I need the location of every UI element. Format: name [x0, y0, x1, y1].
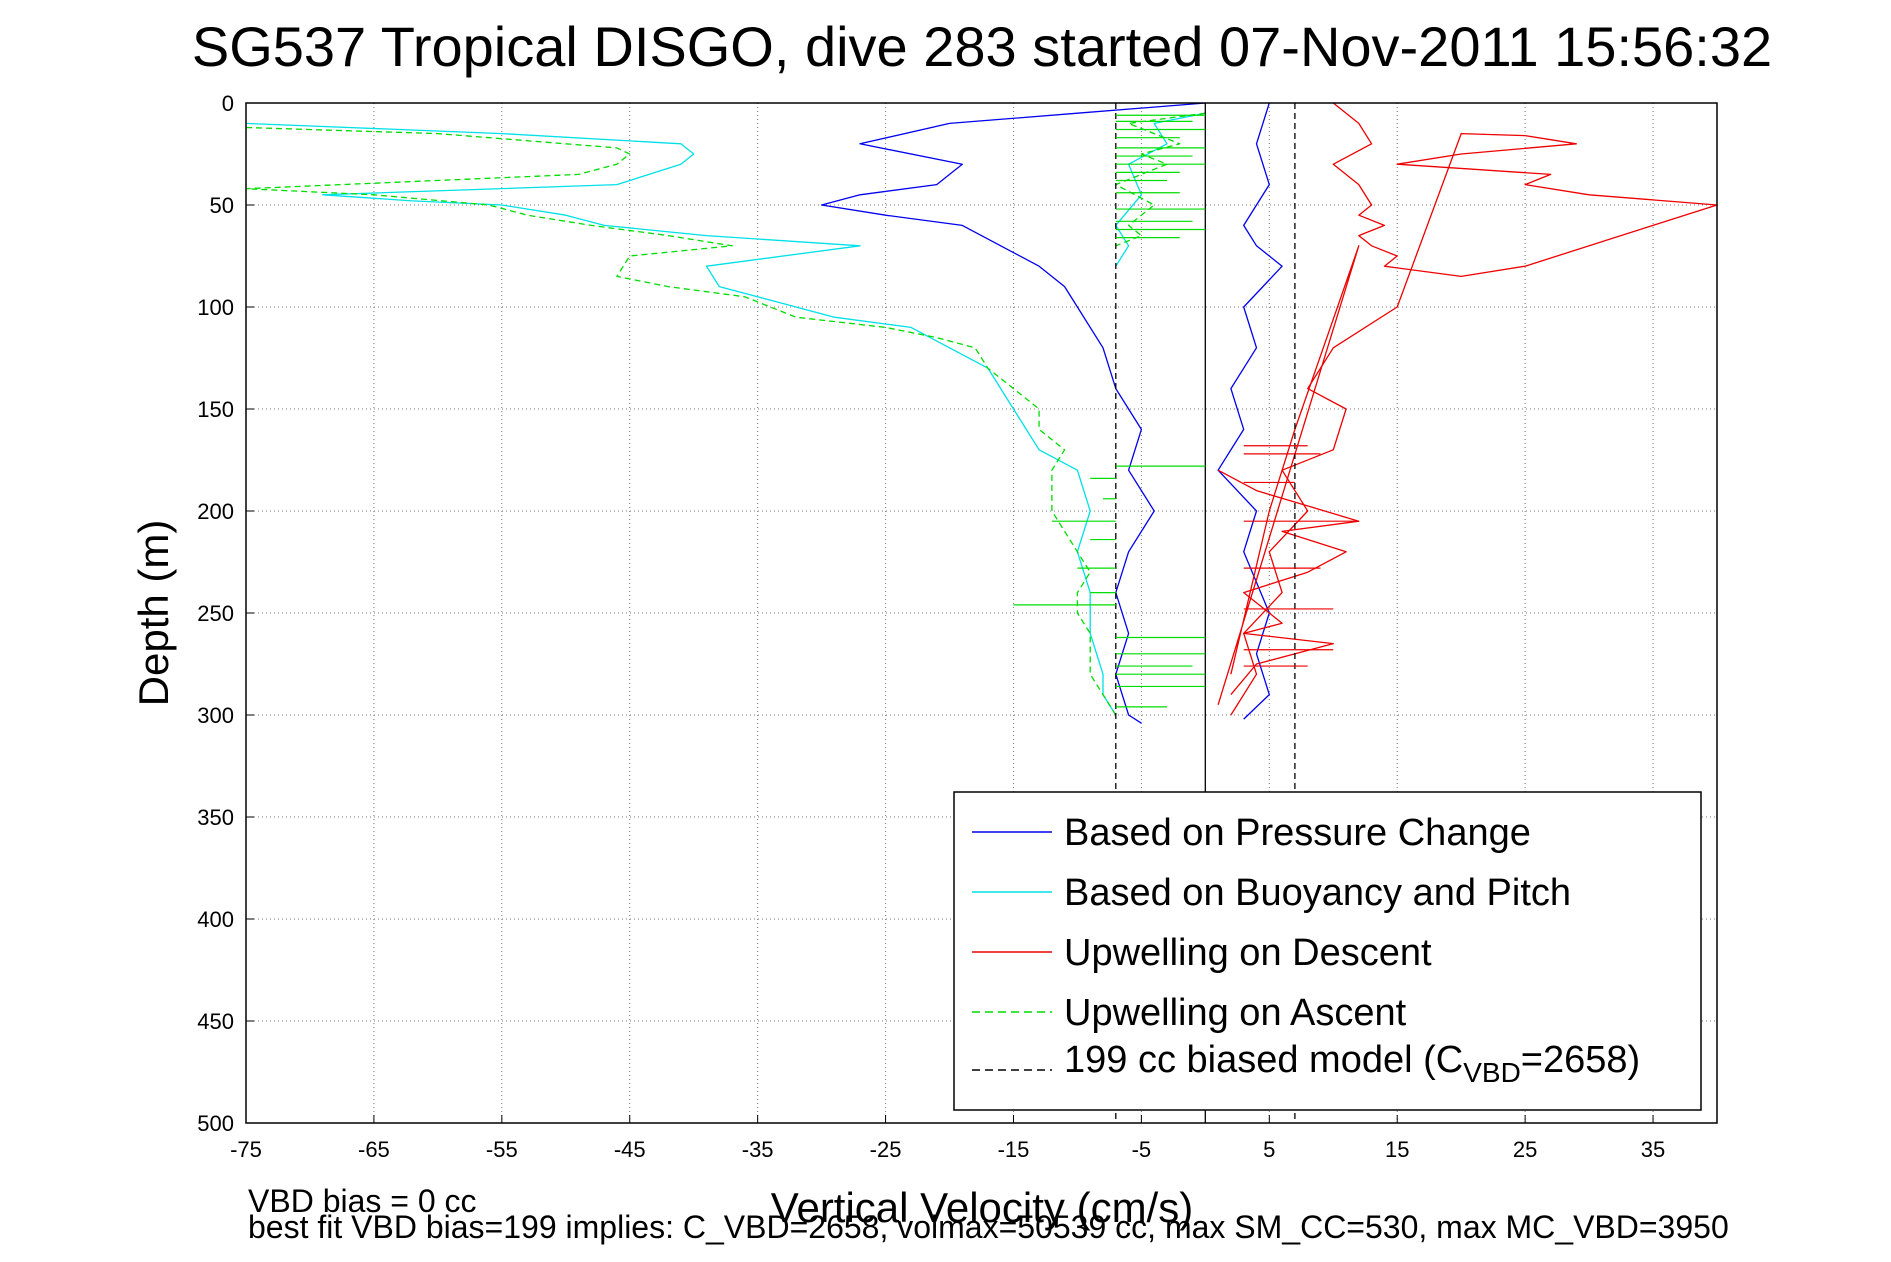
series-line-buoyancy-ascent — [1115, 112, 1206, 267]
y-tick-label: 350 — [197, 805, 234, 830]
legend-label-buoyancy: Based on Buoyancy and Pitch — [1064, 872, 1571, 914]
x-axis-label: Vertical Velocity (cm/s) — [771, 1184, 1193, 1231]
x-tick-label: -35 — [742, 1137, 774, 1162]
y-tick-label: 200 — [197, 499, 234, 524]
y-axis-ticks: 0 50 100 150 200 250 300 350 400 450 500 — [197, 91, 254, 1136]
legend-label-descent: Upwelling on Descent — [1064, 932, 1432, 974]
legend-label-ascent: Upwelling on Ascent — [1064, 992, 1407, 1034]
legend-model-suffix: =2658) — [1521, 1039, 1640, 1081]
x-tick-label: -15 — [998, 1137, 1030, 1162]
x-tick-label: 25 — [1513, 1137, 1537, 1162]
y-tick-label: 100 — [197, 295, 234, 320]
y-tick-label: 500 — [197, 1111, 234, 1136]
y-axis-label: Depth (m) — [130, 520, 177, 707]
series-line-upwelling-ascent-b — [1115, 112, 1206, 247]
x-tick-label: -55 — [486, 1137, 518, 1162]
y-tick-label: 250 — [197, 601, 234, 626]
y-tick-label: 50 — [210, 193, 234, 218]
legend-label-pressure: Based on Pressure Change — [1064, 812, 1531, 854]
legend-label-model: 199 cc biased model (CVBD=2658) — [1064, 1039, 1640, 1088]
x-tick-label: -75 — [230, 1137, 262, 1162]
series-line-upwelling-descent-c — [1217, 245, 1360, 705]
x-tick-label: -25 — [870, 1137, 902, 1162]
x-tick-label: 5 — [1263, 1137, 1275, 1162]
x-axis-ticks: -75 -65 -55 -45 -35 -25 -15 -5 5 15 25 35 — [230, 1115, 1665, 1162]
x-tick-label: 35 — [1641, 1137, 1665, 1162]
chart-title: SG537 Tropical DISGO, dive 283 started 0… — [192, 15, 1772, 78]
note-best-fit: best fit VBD bias=199 implies: C_VBD=265… — [248, 1209, 1729, 1245]
y-tick-label: 150 — [197, 397, 234, 422]
y-tick-label: 0 — [222, 91, 234, 116]
note-vbd-bias: VBD bias = 0 cc — [248, 1183, 477, 1219]
legend-box — [953, 791, 1702, 1111]
legend-model-prefix: 199 cc biased model (C — [1064, 1039, 1463, 1081]
series-line-pressure-ascent — [1217, 102, 1283, 720]
y-tick-label: 300 — [197, 703, 234, 728]
y-tick-label: 450 — [197, 1009, 234, 1034]
x-tick-label: -45 — [614, 1137, 646, 1162]
legend: Based on Pressure Change Based on Buoyan… — [953, 791, 1702, 1111]
y-tick-label: 400 — [197, 907, 234, 932]
x-tick-label: -5 — [1132, 1137, 1152, 1162]
x-tick-label: 15 — [1385, 1137, 1409, 1162]
x-tick-label: -65 — [358, 1137, 390, 1162]
legend-model-sub: VBD — [1463, 1057, 1521, 1088]
